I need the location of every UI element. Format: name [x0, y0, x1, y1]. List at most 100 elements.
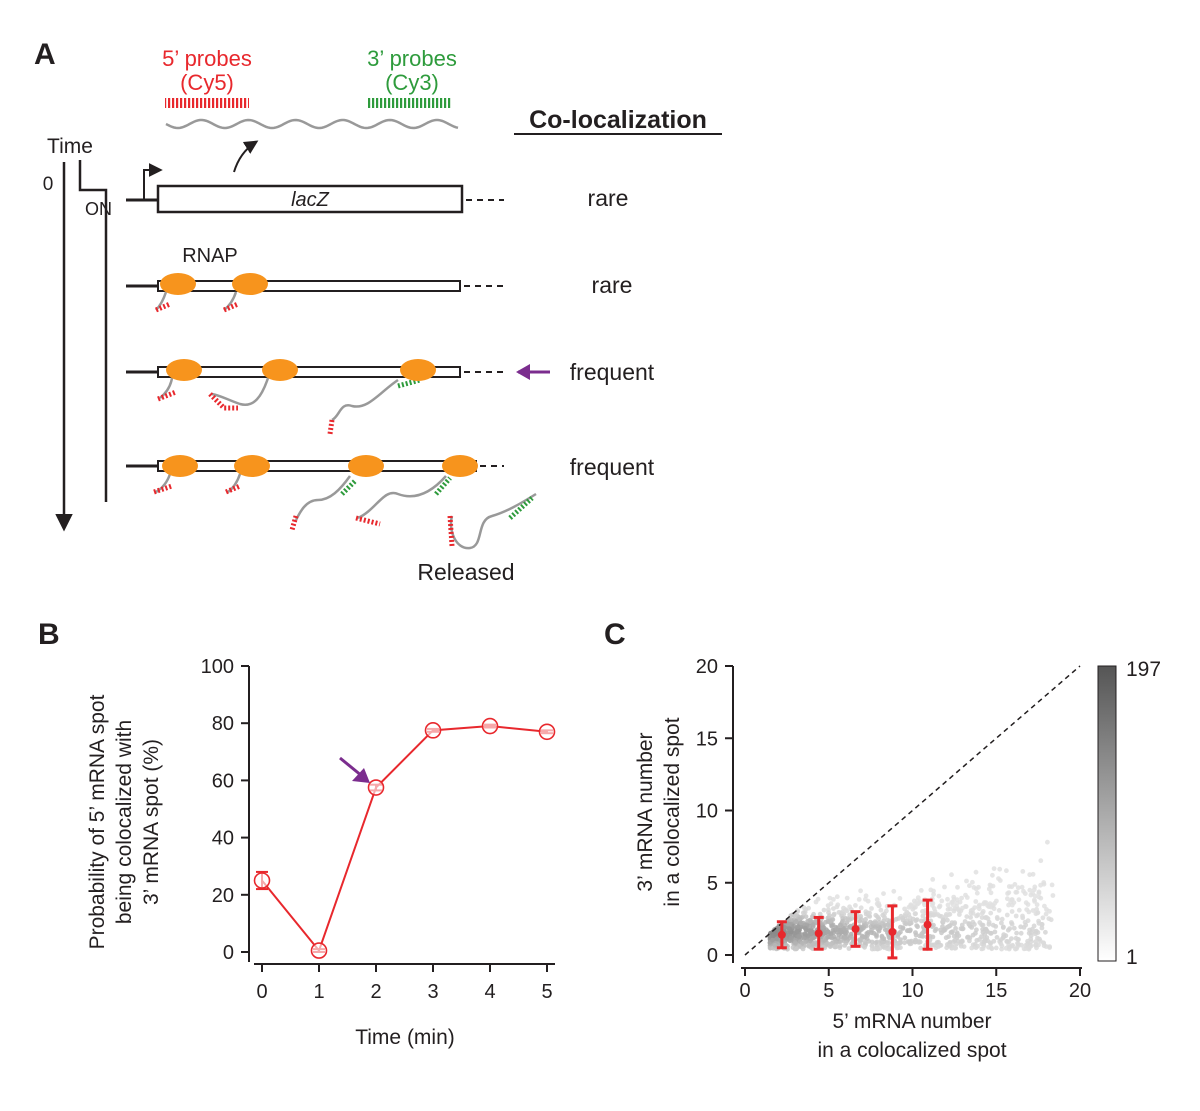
- panel-c-density-point: [801, 910, 806, 916]
- nascent-rna-probe: [225, 483, 241, 495]
- panel-c-density-point: [959, 922, 965, 928]
- panel-c-density-point: [841, 905, 846, 911]
- panel-b-data-point: [481, 717, 499, 735]
- panel-a: A 5’ probes (Cy5) 3’ probes (Cy3) Co-loc…: [34, 38, 722, 585]
- panel-c-density-point: [841, 926, 847, 931]
- panel-c-density-point: [813, 899, 819, 905]
- panel-c-density-point: [842, 931, 848, 936]
- rnap-polymerase: [160, 273, 196, 295]
- panel-c-density-point: [934, 940, 940, 945]
- panel-c-density-point: [773, 937, 779, 942]
- panel-b-x-tick-label: 4: [484, 981, 495, 1003]
- panel-c-density-point: [1018, 930, 1024, 936]
- panel-c-density-point: [917, 933, 923, 939]
- panel-c-density-point: [862, 944, 867, 950]
- panel-c-density-point: [794, 928, 800, 934]
- panel-c-density-point: [947, 906, 953, 912]
- panel-c-density-point: [975, 912, 981, 918]
- panel-c-density-point: [999, 916, 1005, 922]
- panel-c-density-point: [873, 940, 878, 946]
- panel-c-density-point: [792, 912, 798, 918]
- panel-c-density-point: [1050, 893, 1056, 898]
- rnap-polymerase: [442, 455, 478, 477]
- panel-c-density-point: [868, 924, 874, 930]
- panel-c-density-point: [950, 902, 956, 908]
- panel-c-density-point: [935, 912, 941, 917]
- panel-c-density-point: [811, 935, 816, 941]
- panel-c-density-point: [868, 930, 874, 936]
- panel-c-density-point: [990, 883, 996, 889]
- nascent-rna: [223, 291, 238, 311]
- panel-c-density-point: [951, 894, 957, 900]
- panel-c-density-point: [1020, 869, 1026, 874]
- panel-c-density-point: [991, 866, 997, 871]
- time-label: Time: [47, 135, 93, 158]
- panel-c-density-point: [943, 912, 949, 917]
- panel-c-density-point: [876, 901, 881, 906]
- panel-c-density-point: [842, 943, 848, 948]
- panel-c-density-point: [936, 904, 942, 910]
- panel-c-density-point: [973, 869, 979, 875]
- panel-c-density-point: [1036, 942, 1041, 948]
- panel-c-density-point: [1047, 908, 1052, 914]
- panel-c-density-point: [858, 905, 864, 911]
- panel-c-density-point: [872, 925, 878, 930]
- panel-c-y-tick-label: 10: [696, 801, 718, 823]
- panel-c-density-point: [1027, 872, 1033, 878]
- probe-5-label-line2: (Cy5): [180, 70, 234, 95]
- panel-c-density-point: [968, 910, 974, 916]
- panel-c-density-point: [833, 925, 839, 930]
- panel-c-density-point: [975, 943, 980, 949]
- panel-c-density-point: [827, 895, 833, 901]
- panel-c-density-point: [807, 924, 812, 929]
- panel-c-density-point: [962, 919, 968, 924]
- panel-c-density-point: [823, 919, 828, 925]
- panel-c-density-point: [999, 920, 1004, 926]
- panel-c-density-point: [849, 916, 854, 921]
- panel-c-density-point: [1027, 887, 1033, 893]
- panel-c-density-point: [965, 934, 971, 940]
- panel-c-density-point: [847, 912, 853, 918]
- panel-c-density-point: [1014, 946, 1019, 951]
- panel-c-density-point: [1023, 922, 1029, 928]
- panel-c-density-point: [967, 938, 972, 944]
- panel-c-density-point: [1041, 943, 1047, 949]
- panel-c-density-point: [829, 935, 835, 941]
- panel-b-x-tick-label: 1: [313, 981, 324, 1003]
- panel-c-density-point: [1027, 945, 1032, 950]
- panel-c-density-point: [825, 934, 831, 940]
- panel-c-density-point: [912, 911, 918, 917]
- panel-c-density-point: [945, 917, 950, 923]
- panel-c-density-point: [798, 920, 804, 926]
- panel-c-density-point: [931, 906, 937, 911]
- panel-b-ylabel-line1: Probability of 5’ mRNA spot: [86, 694, 109, 949]
- panel-c-xlabel-line2: in a colocalized spot: [817, 1039, 1006, 1062]
- panel-c-y-tick-label: 20: [696, 656, 718, 678]
- panel-c-density-point: [1038, 858, 1044, 864]
- panel-b-annotation-arrowhead: [352, 768, 370, 783]
- panel-c-density-point: [918, 945, 923, 951]
- panel-c-density-point: [1004, 939, 1010, 944]
- chart-b: 0 20 40 60 80 100 0 1 2 3 4 5: [201, 656, 556, 1003]
- panel-c-density-point: [985, 903, 990, 908]
- panel-c-density-point: [863, 917, 868, 922]
- panel-c-density-point: [986, 944, 991, 950]
- panel-c-density-point: [846, 946, 852, 951]
- time-zero-label: 0: [43, 174, 54, 195]
- probe-3-label-line1: 3’ probes: [367, 46, 457, 71]
- panel-c-density-point: [984, 915, 989, 920]
- panel-b-data-point: [367, 779, 385, 796]
- colorbar-max-label: 197: [1126, 658, 1161, 681]
- nascent-rna-probe: [155, 301, 171, 313]
- panel-c-density-point: [868, 919, 873, 925]
- nascent-rna-probe-3: [340, 478, 358, 496]
- panel-c-density-point: [954, 897, 960, 902]
- nascent-rna: [357, 475, 447, 520]
- panel-c-density-point: [900, 925, 906, 931]
- panel-c-density-point: [893, 916, 899, 922]
- released-mrna-probe-5: [447, 515, 455, 547]
- panel-c-density-point: [1014, 930, 1019, 936]
- panel-c-density-point: [913, 930, 918, 935]
- panel-c-density-point: [945, 902, 951, 908]
- panel-c-density-point: [993, 945, 999, 951]
